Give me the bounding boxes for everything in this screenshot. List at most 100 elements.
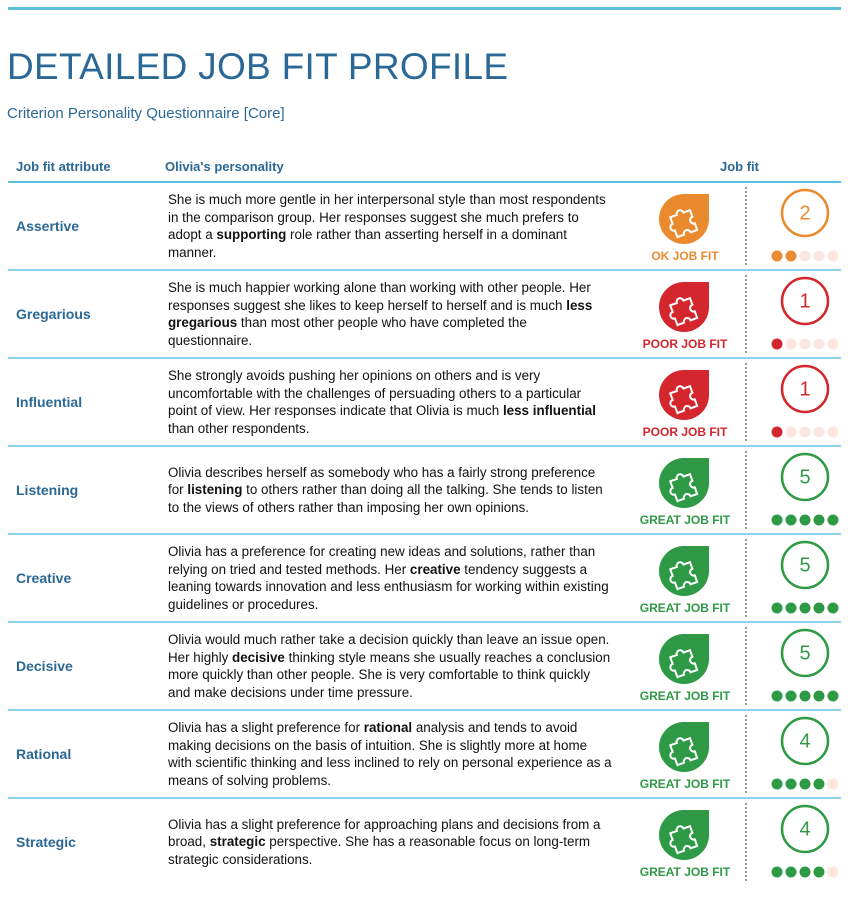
column-header: Job fit [720,159,759,174]
text: analysis and tends to avoid making decis… [168,720,612,788]
fit-icon-shape [659,634,709,684]
score-dot [771,690,783,702]
fit-label: POOR JOB FIT [642,425,728,439]
score-value: 5 [799,466,810,488]
score-ring [780,628,830,678]
description: Olivia has a slight preference for ratio… [168,711,613,797]
score-value: 1 [799,378,810,400]
score-dot [771,778,783,790]
text: Olivia has a slight preference for appro… [168,816,601,850]
column-header: Job fit attribute [16,159,111,174]
score-badge: 1 [771,276,839,350]
attribute: Assertive [16,218,80,234]
attribute: Strategic [16,834,76,850]
puzzle-outline [668,296,699,327]
description-text: Olivia has a slight preference for appro… [168,816,613,869]
score-dot [813,250,825,262]
puzzle-outline [668,384,699,415]
score-dot [827,866,839,878]
subtitle: Criterion Personality Questionnaire [Cor… [7,105,285,122]
separator [745,275,747,353]
score-dot [785,338,797,350]
score-dot [827,778,839,790]
text: Olivia has a slight preference for [168,720,364,735]
text: Olivia would much rather take a decision… [168,632,610,665]
score-dot [771,514,783,526]
separator [745,187,747,265]
score-ring [780,364,830,414]
fit-icon [659,370,709,420]
title: DETAILED JOB FIT PROFILE [7,46,509,87]
score-dot [813,338,825,350]
fit-icon-shape [659,282,709,332]
score-dot [799,250,811,262]
score-dot [785,602,797,614]
score-dot [827,690,839,702]
score-dot [771,602,783,614]
score-ring [780,716,830,766]
score-dot [813,426,825,438]
fit-label: GREAT JOB FIT [639,865,731,879]
score-dot [827,426,839,438]
table-row: Strategic Olivia has a slight preference … [8,799,841,885]
score-value: 1 [799,290,810,312]
bold-text: less influential [502,403,596,418]
score-dot [785,426,797,438]
score-dot [813,602,825,614]
puzzle-outline [668,472,699,503]
text: thinking style means she usually reaches… [168,649,611,700]
score-dot [827,338,839,350]
description-text: She is much more gentle in her interpers… [168,191,613,261]
separator [745,627,747,705]
score-badge: 4 [771,804,839,878]
score-badge: 2 [771,188,839,262]
score-dot [785,250,797,262]
score-dot [785,514,797,526]
separator [745,363,747,441]
puzzle-outline [668,736,699,767]
fit-icon [659,546,709,596]
description-text: Olivia describes herself as somebody who… [168,464,613,517]
description-text: Olivia has a slight preference for ratio… [168,719,613,789]
description-text: Olivia would much rather take a decision… [168,631,613,701]
fit-icon-shape [659,194,709,244]
score-dot [799,778,811,790]
description: Olivia has a preference for creating new… [168,535,613,621]
score-dot [771,250,783,262]
puzzle-outline [668,208,699,239]
bold-text: creative [409,561,461,577]
table-body: Assertive She is much more gentle in her … [8,183,841,885]
separator [745,539,747,617]
description-text: Olivia has a preference for creating new… [168,543,613,613]
fit-label: GREAT JOB FIT [639,777,731,791]
attribute: Creative [16,570,72,586]
puzzle-outline [668,824,699,855]
bold-text: decisive [232,649,285,665]
score-dot [827,514,839,526]
score-value: 4 [799,730,810,752]
table-row: Rational Olivia has a slight preference f… [8,711,841,799]
fit-icon [659,458,709,508]
bold-text: supporting [216,227,287,242]
text: She is much happier working alone than w… [168,280,591,313]
text: than most other people who have complete… [168,315,527,348]
fit-label: GREAT JOB FIT [639,689,731,703]
description: Olivia describes herself as somebody who… [168,447,613,533]
score-badge: 1 [771,364,839,438]
score-dot [799,514,811,526]
score-dot [827,602,839,614]
puzzle-outline [668,648,699,679]
score-dot [785,778,797,790]
text: than other respondents. [168,420,310,436]
table-row: Assertive She is much more gentle in her … [8,183,841,271]
text: She is much more gentle in her interpers… [168,192,606,242]
score-badge: 5 [771,628,839,702]
bold-text: less gregarious [168,297,593,331]
score-ring [780,540,830,590]
bold-text: listening [187,482,243,498]
score-dot [813,690,825,702]
score-dot [799,690,811,702]
score-ring [780,804,830,854]
separator [745,451,747,529]
